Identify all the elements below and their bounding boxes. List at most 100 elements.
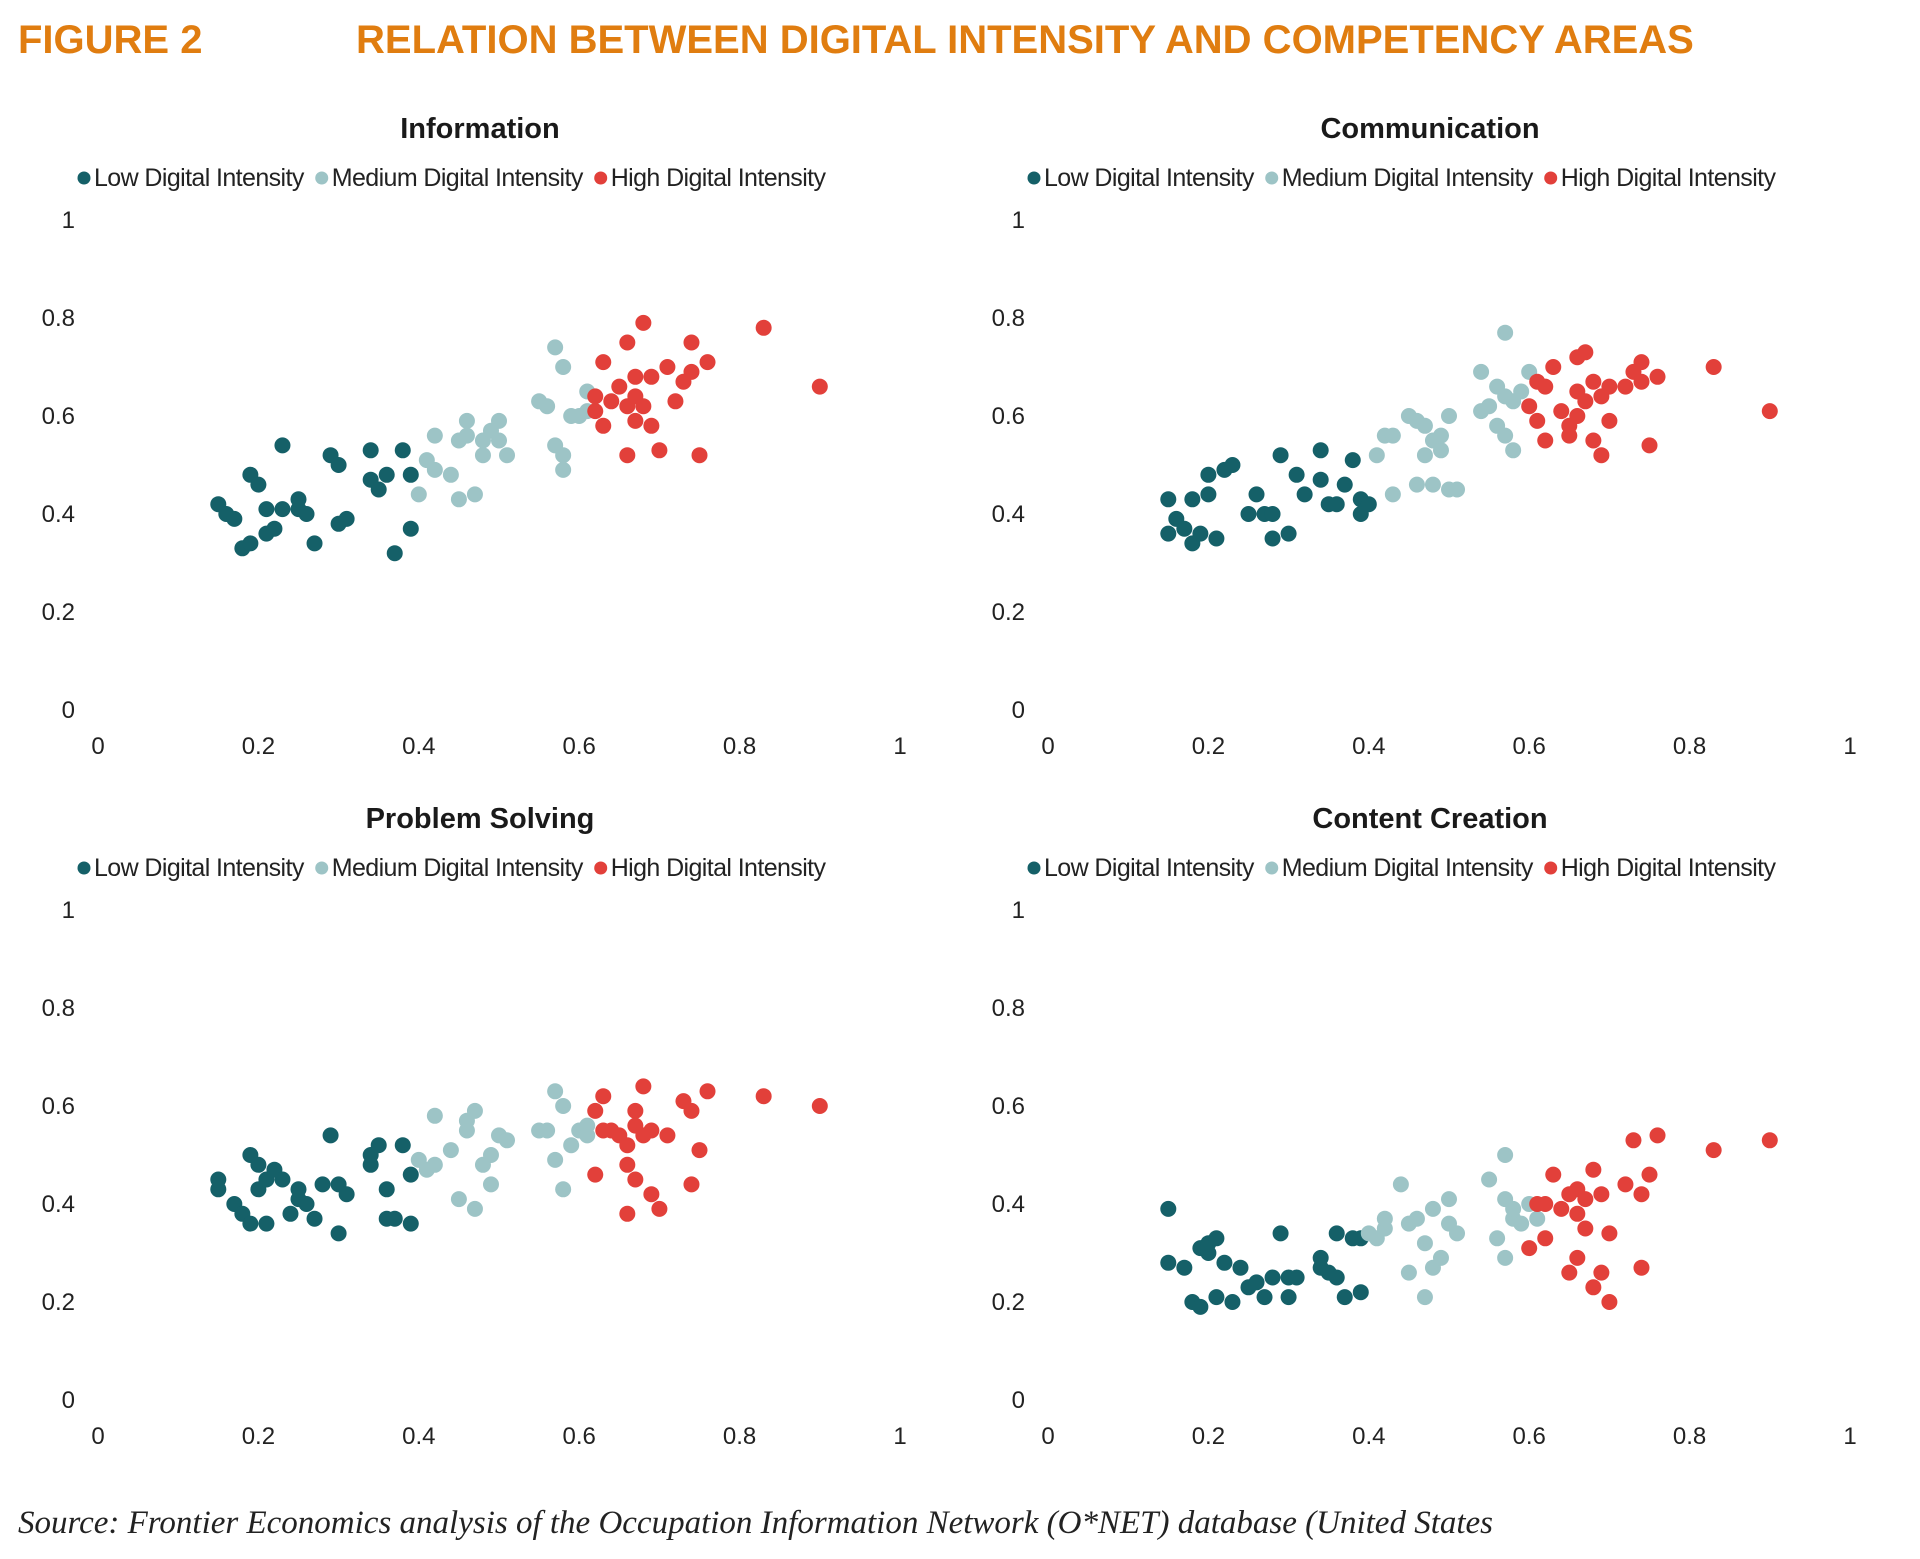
- data-point: [643, 417, 660, 434]
- data-point: [683, 1176, 700, 1193]
- data-point: [619, 1156, 636, 1173]
- data-point: [547, 339, 564, 356]
- data-point: [627, 412, 644, 429]
- data-point: [298, 506, 315, 522]
- data-point: [250, 1156, 267, 1173]
- x-tick-label: 0.4: [402, 1423, 435, 1450]
- y-tick-label: 0.8: [42, 995, 75, 1022]
- legend-label: Medium Digital Intensity: [332, 164, 584, 192]
- data-point: [1264, 506, 1281, 522]
- y-tick-label: 0.4: [992, 1191, 1025, 1218]
- y-tick-label: 1: [62, 207, 75, 234]
- data-point: [1296, 486, 1313, 503]
- data-point: [1432, 1249, 1449, 1266]
- data-point: [1593, 447, 1610, 464]
- data-point: [691, 447, 708, 464]
- data-point: [1505, 442, 1522, 459]
- data-point: [1288, 1269, 1305, 1286]
- data-point: [1529, 412, 1546, 429]
- chart-information: Information Low Digital Intensity Medium D…: [42, 113, 907, 760]
- chart-title: Problem Solving: [366, 803, 595, 835]
- data-point: [627, 1171, 644, 1188]
- data-point: [1280, 525, 1297, 542]
- data-point: [394, 1137, 411, 1154]
- data-point: [250, 476, 267, 493]
- series-low-digital-intensity: [210, 437, 419, 562]
- data-point: [539, 1122, 556, 1139]
- data-point: [1376, 1210, 1393, 1227]
- data-point: [386, 545, 403, 562]
- x-tick-label: 0: [1041, 733, 1054, 760]
- data-point: [1424, 476, 1441, 493]
- data-point: [1633, 354, 1650, 371]
- data-point: [811, 1098, 828, 1114]
- data-point: [699, 354, 716, 371]
- y-tick-label: 0.2: [42, 599, 75, 626]
- x-tick-label: 0.8: [723, 1423, 756, 1450]
- data-point: [555, 447, 572, 464]
- data-point: [659, 359, 676, 375]
- data-point: [458, 427, 475, 444]
- data-point: [1649, 368, 1666, 385]
- data-point: [1264, 1269, 1281, 1286]
- data-point: [322, 1127, 339, 1144]
- data-point: [1432, 427, 1449, 444]
- chart-legend: Low Digital Intensity Medium Digital Inte…: [77, 854, 827, 882]
- data-point: [338, 510, 355, 527]
- data-point: [1384, 486, 1401, 503]
- data-point: [1601, 1225, 1618, 1242]
- legend-label: Low Digital Intensity: [1044, 854, 1255, 882]
- data-point: [242, 1215, 259, 1232]
- data-point: [1577, 344, 1594, 361]
- data-point: [1416, 417, 1433, 434]
- data-point: [1160, 491, 1177, 508]
- data-point: [338, 1186, 355, 1203]
- data-point: [1192, 525, 1209, 542]
- data-point: [1160, 1200, 1177, 1217]
- chart-problem-solving: Problem Solving Low Digital Intensity Medi…: [42, 803, 907, 1450]
- data-point: [1272, 1225, 1289, 1242]
- x-tick-label: 0.8: [723, 733, 756, 760]
- data-point: [1248, 486, 1265, 503]
- data-point: [242, 535, 259, 552]
- data-point: [643, 1122, 660, 1139]
- data-point: [1521, 1240, 1538, 1257]
- data-point: [1585, 432, 1602, 449]
- data-point: [1561, 1264, 1578, 1281]
- data-point: [1577, 1191, 1594, 1208]
- legend-marker: [315, 861, 329, 875]
- data-point: [539, 398, 556, 415]
- x-tick-label: 0.2: [242, 1423, 275, 1450]
- data-point: [1625, 1132, 1642, 1149]
- data-point: [619, 1137, 636, 1154]
- legend-marker: [594, 861, 608, 875]
- x-tick-label: 0.2: [1192, 733, 1225, 760]
- data-point: [306, 535, 323, 552]
- legend-label: High Digital Intensity: [611, 854, 827, 882]
- data-point: [1569, 408, 1586, 424]
- data-point: [1272, 447, 1289, 464]
- data-point: [1617, 378, 1634, 395]
- legend-marker: [315, 171, 329, 185]
- data-point: [611, 378, 628, 395]
- data-point: [1328, 496, 1345, 513]
- data-point: [370, 481, 387, 498]
- legend-marker: [1027, 861, 1041, 875]
- x-axis: 0 0.2 0.4 0.6 0.8 1: [91, 733, 906, 760]
- data-point: [1184, 491, 1201, 508]
- data-point: [1176, 520, 1193, 537]
- data-point: [1601, 378, 1618, 395]
- series-medium-digital-intensity: [1368, 324, 1538, 503]
- data-point: [1368, 447, 1385, 464]
- data-point: [1352, 1284, 1369, 1301]
- series-high-digital-intensity: [1521, 1127, 1778, 1310]
- data-point: [1328, 1225, 1345, 1242]
- data-point: [587, 403, 604, 420]
- x-tick-label: 1: [893, 1423, 906, 1450]
- data-point: [499, 447, 516, 464]
- x-tick-label: 0.2: [1192, 1423, 1225, 1450]
- x-tick-label: 0.6: [1513, 733, 1546, 760]
- x-tick-label: 0.4: [402, 733, 435, 760]
- y-tick-label: 0.2: [992, 1289, 1025, 1316]
- data-point: [1593, 1186, 1610, 1203]
